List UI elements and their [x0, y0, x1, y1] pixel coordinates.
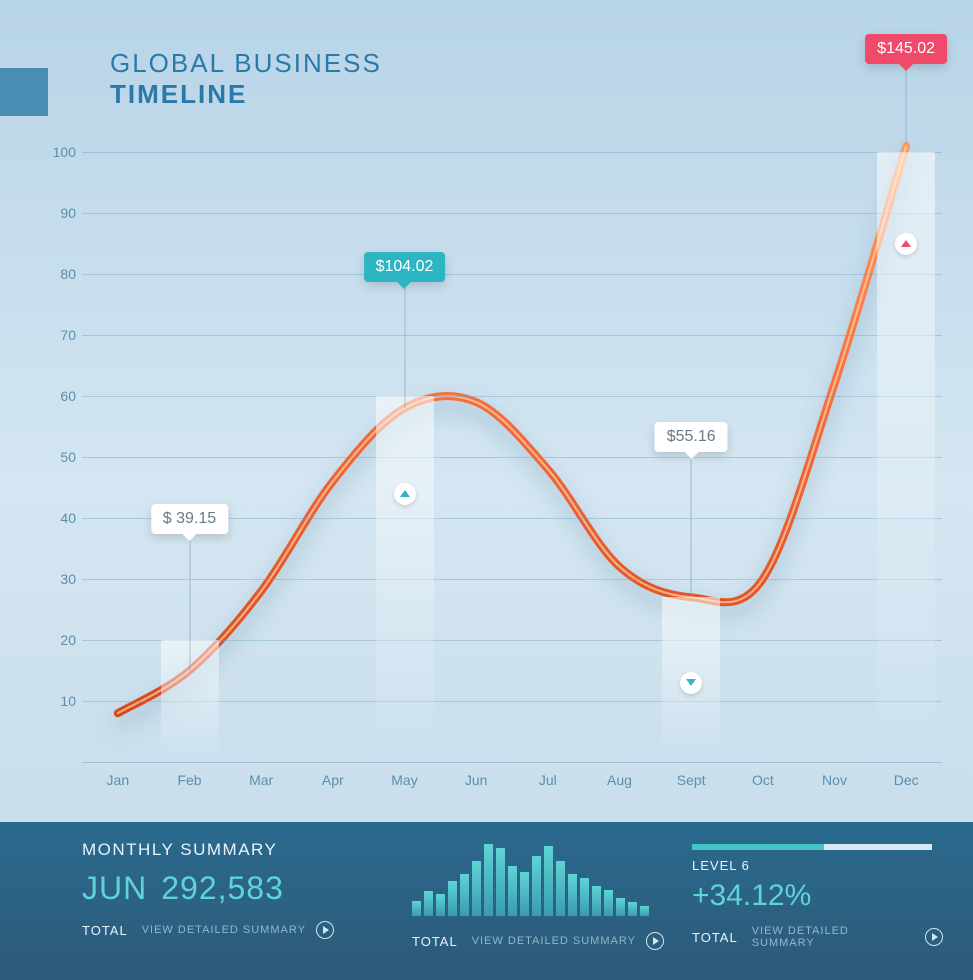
total-row-3[interactable]: TOTAL VIEW DETAILED SUMMARY [692, 925, 943, 949]
mini-bar-chart [412, 844, 649, 916]
total-row-2[interactable]: TOTAL VIEW DETAILED SUMMARY [412, 932, 664, 950]
mini-bar [616, 898, 625, 916]
x-axis-label: Nov [822, 772, 847, 788]
gridline [82, 579, 942, 580]
mini-bar [484, 844, 493, 916]
value-tooltip: $ 39.15 [151, 504, 228, 534]
mini-bar [604, 890, 613, 916]
mini-bar [412, 901, 421, 916]
progress-bar [692, 844, 932, 850]
play-icon[interactable] [925, 928, 943, 946]
value-tooltip: $145.02 [865, 34, 947, 64]
total-label: TOTAL [412, 934, 458, 949]
x-axis-label: Dec [894, 772, 919, 788]
page-title: GLOBAL BUSINESS TIMELINE [110, 48, 382, 110]
summary-col-2: TOTAL VIEW DETAILED SUMMARY [412, 840, 692, 980]
mini-bar [496, 848, 505, 916]
tooltip-stem [691, 456, 692, 597]
mini-bar [568, 874, 577, 916]
y-axis-label: 60 [46, 388, 76, 404]
play-icon[interactable] [646, 932, 664, 950]
gridline [82, 274, 942, 275]
gridline [82, 396, 942, 397]
title-accent-bar [0, 68, 48, 116]
summary-month: JUN [82, 870, 147, 906]
title-line-2: TIMELINE [110, 79, 382, 110]
value-tooltip: $104.02 [364, 252, 446, 282]
y-axis-label: 70 [46, 327, 76, 343]
mini-bar [508, 866, 517, 916]
marker-down-icon [680, 672, 702, 694]
tooltip-stem [189, 538, 190, 671]
marker-up-icon [895, 233, 917, 255]
x-axis-label: Feb [177, 772, 201, 788]
total-label: TOTAL [692, 930, 738, 945]
y-axis-label: 10 [46, 693, 76, 709]
total-row-1[interactable]: TOTAL VIEW DETAILED SUMMARY [82, 921, 412, 939]
change-percent: +34.12% [692, 879, 943, 913]
mini-bar [472, 861, 481, 916]
mini-bar [580, 878, 589, 916]
summary-number: 292,583 [161, 870, 284, 906]
summary-big-value: JUN 292,583 [82, 870, 412, 907]
mini-bar [544, 846, 553, 916]
mini-bar [460, 874, 469, 916]
y-axis-label: 50 [46, 449, 76, 465]
y-axis-label: 80 [46, 266, 76, 282]
tooltip-stem [906, 68, 907, 146]
x-axis-label: Jul [539, 772, 557, 788]
progress-fill [692, 844, 824, 850]
mini-bar [628, 902, 637, 916]
gridline [82, 457, 942, 458]
x-axis-label: Sept [677, 772, 706, 788]
mini-bar [592, 886, 601, 916]
y-axis-label: 40 [46, 510, 76, 526]
view-detail-label: VIEW DETAILED SUMMARY [752, 925, 915, 949]
x-axis-label: Apr [322, 772, 344, 788]
y-axis-label: 30 [46, 571, 76, 587]
mini-bar [556, 861, 565, 916]
timeline-chart: 102030405060708090100JanFebMarAprMayJunJ… [82, 152, 942, 762]
gridline [82, 152, 942, 153]
footer-panel: MONTHLY SUMMARY JUN 292,583 TOTAL VIEW DE… [0, 822, 973, 980]
summary-col-1: MONTHLY SUMMARY JUN 292,583 TOTAL VIEW DE… [82, 840, 412, 980]
y-axis-label: 20 [46, 632, 76, 648]
marker-up-icon [394, 483, 416, 505]
x-axis-label: Aug [607, 772, 632, 788]
mini-bar [640, 906, 649, 916]
x-axis-label: Mar [249, 772, 273, 788]
mini-bar [532, 856, 541, 916]
x-axis-label: Oct [752, 772, 774, 788]
gridline [82, 335, 942, 336]
monthly-summary-title: MONTHLY SUMMARY [82, 840, 412, 860]
mini-bar [424, 891, 433, 916]
x-axis [82, 762, 942, 763]
summary-col-3: LEVEL 6 +34.12% TOTAL VIEW DETAILED SUMM… [692, 840, 943, 980]
mini-bar [520, 872, 529, 916]
highlight-bar [376, 396, 434, 762]
tooltip-stem [404, 286, 405, 408]
x-axis-label: Jun [465, 772, 488, 788]
view-detail-label: VIEW DETAILED SUMMARY [142, 924, 306, 936]
y-axis-label: 90 [46, 205, 76, 221]
total-label: TOTAL [82, 923, 128, 938]
level-label: LEVEL 6 [692, 858, 943, 873]
view-detail-label: VIEW DETAILED SUMMARY [472, 935, 636, 947]
mini-bar [448, 881, 457, 916]
value-tooltip: $55.16 [655, 422, 728, 452]
x-axis-label: Jan [107, 772, 130, 788]
y-axis-label: 100 [46, 144, 76, 160]
x-axis-label: May [391, 772, 417, 788]
title-line-1: GLOBAL BUSINESS [110, 48, 382, 79]
mini-bar [436, 894, 445, 916]
play-icon[interactable] [316, 921, 334, 939]
gridline [82, 213, 942, 214]
